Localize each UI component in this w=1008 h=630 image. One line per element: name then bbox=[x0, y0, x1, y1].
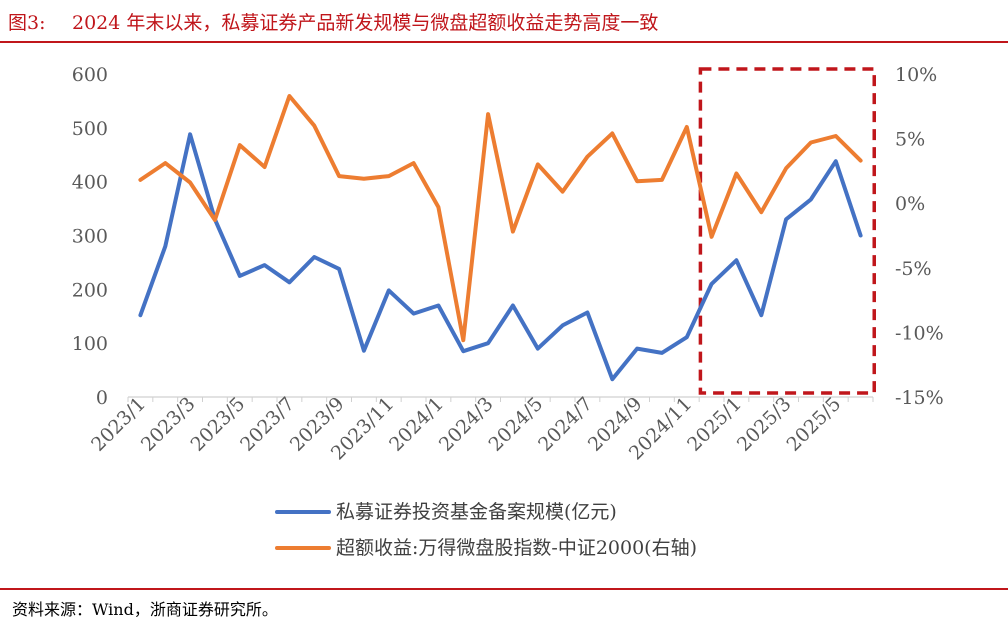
x-tick-label: 2025/3 bbox=[733, 393, 796, 456]
right-y-tick-label: -5% bbox=[895, 258, 932, 280]
legend: 私募证券投资基金备案规模(亿元) 超额收益:万得微盘股指数-中证2000(右轴) bbox=[275, 501, 697, 559]
x-tick-label: 2023/3 bbox=[137, 393, 200, 456]
series-line bbox=[138, 132, 863, 382]
legend-label: 超额收益:万得微盘股指数-中证2000(右轴) bbox=[336, 537, 697, 559]
figure-title: 图3: 2024 年末以来，私募证券产品新发规模与微盘超额收益走势高度一致 bbox=[8, 8, 658, 38]
source-rule bbox=[0, 588, 1008, 590]
x-tick-label: 2024/5 bbox=[484, 393, 547, 456]
left-y-axis: 0 100 200 300 400 500 600 bbox=[72, 64, 108, 409]
series-group bbox=[138, 94, 863, 382]
legend-label: 私募证券投资基金备案规模(亿元) bbox=[336, 501, 617, 523]
right-y-tick-label: 5% bbox=[895, 129, 925, 151]
left-y-tick-label: 0 bbox=[96, 387, 108, 409]
left-y-tick-label: 200 bbox=[72, 279, 108, 301]
x-tick-label: 2025/1 bbox=[683, 393, 746, 456]
right-y-axis: -15% -10% -5% 0% 5% 10% bbox=[895, 64, 944, 409]
highlight-box bbox=[698, 67, 876, 395]
x-tick-label: 2025/5 bbox=[782, 393, 845, 456]
series-line bbox=[138, 94, 863, 343]
x-tick-label: 2024/1 bbox=[385, 393, 448, 456]
figure-number: 图3: bbox=[8, 12, 46, 34]
x-tick-label: 2023/7 bbox=[236, 393, 299, 456]
x-tick-label: 2023/5 bbox=[186, 393, 249, 456]
right-y-tick-label: -10% bbox=[895, 322, 944, 344]
figure-title-text: 2024 年末以来，私募证券产品新发规模与微盘超额收益走势高度一致 bbox=[72, 12, 659, 34]
right-y-tick-label: 10% bbox=[895, 64, 937, 86]
left-y-tick-label: 300 bbox=[72, 226, 108, 248]
x-axis: 2023/12023/32023/52023/72023/92023/11202… bbox=[87, 393, 874, 464]
title-rule bbox=[0, 41, 1008, 43]
highlight-region bbox=[698, 67, 876, 395]
right-y-tick-label: -15% bbox=[895, 387, 944, 409]
left-y-tick-label: 100 bbox=[72, 333, 108, 355]
left-y-tick-label: 500 bbox=[72, 118, 108, 140]
left-y-tick-label: 600 bbox=[72, 64, 108, 86]
chart-svg: 0 100 200 300 400 500 600 -15% -10% -5% 0% 5% 10% 2… bbox=[72, 64, 944, 559]
left-y-tick-label: 400 bbox=[72, 172, 108, 194]
x-tick-label: 2024/3 bbox=[435, 393, 498, 456]
right-y-tick-label: 0% bbox=[895, 193, 925, 215]
x-tick-label: 2024/7 bbox=[534, 393, 597, 456]
source-note: 资料来源：Wind，浙商证券研究所。 bbox=[12, 600, 278, 619]
